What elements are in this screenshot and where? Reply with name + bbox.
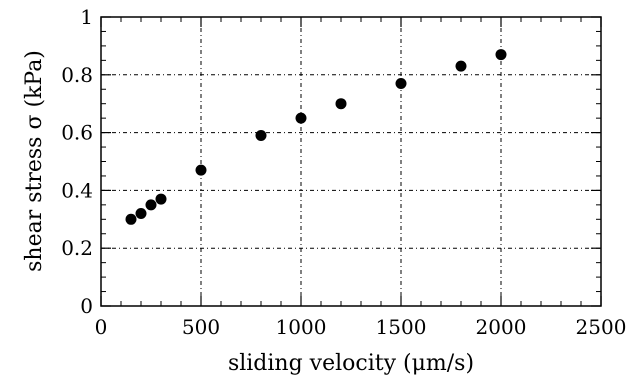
x-tick-label: 0 <box>95 315 108 339</box>
y-axis-label: shear stress σ (kPa) <box>22 50 47 272</box>
y-tick-label: 1 <box>80 5 93 29</box>
x-tick-label: 2500 <box>576 315 627 339</box>
x-tick-label: 2000 <box>476 315 527 339</box>
y-tick-label: 0.2 <box>61 236 93 260</box>
data-point <box>295 112 307 124</box>
data-point <box>125 213 137 225</box>
data-point <box>395 77 407 89</box>
data-points <box>125 49 507 225</box>
x-tick-labels: 0 500 1000 1500 2000 2500 <box>95 315 627 339</box>
data-point <box>335 98 347 110</box>
y-tick-label: 0 <box>80 294 93 318</box>
plot-frame <box>100 16 602 307</box>
data-point <box>135 208 147 220</box>
x-tick-label: 500 <box>182 315 220 339</box>
data-point <box>455 60 467 72</box>
data-point <box>495 49 507 61</box>
x-tick-label: 1000 <box>276 315 327 339</box>
y-tick-label: 0.6 <box>61 121 93 145</box>
y-tick-labels: 0 0.2 0.4 0.6 0.8 1 <box>61 5 93 318</box>
minor-ticks <box>100 16 602 307</box>
data-point <box>255 129 267 141</box>
x-axis-label: sliding velocity (μm/s) <box>228 351 474 376</box>
data-point <box>145 199 157 211</box>
data-point <box>155 193 167 205</box>
y-tick-label: 0.8 <box>61 63 93 87</box>
data-point <box>195 164 207 176</box>
grid-lines <box>101 17 601 306</box>
x-tick-label: 1500 <box>376 315 427 339</box>
y-tick-label: 0.4 <box>61 178 93 202</box>
